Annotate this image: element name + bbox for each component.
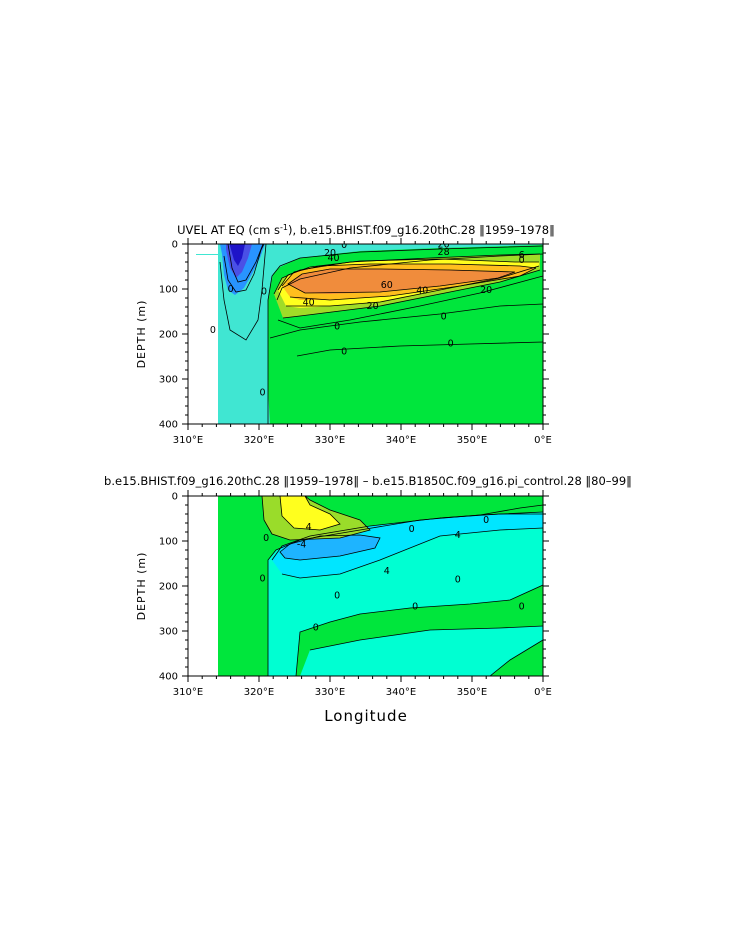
panel-bottom-contour-label: 0 <box>260 574 266 585</box>
panel-bottom-xtick-label: 310°E <box>173 687 203 698</box>
panel-bottom-contour-label: 0 <box>409 524 415 535</box>
panel-bottom-ytick-label: 0 <box>172 492 178 503</box>
panel-top-contour-label: 0 <box>210 325 216 336</box>
panel-bottom-contour-labels: 4 0 0 4 0 -4 0 4 0 0 0 0 0 <box>260 515 525 634</box>
panel-bottom: b.e15.BHIST.f09_g16.20thC.28 ‖1959–1978‖… <box>104 474 632 725</box>
panel-top-contour-label: 60 <box>381 280 393 291</box>
panel-top-ylabel: DEPTH (m) <box>135 300 148 369</box>
panel-top-ytick-label: 0 <box>172 240 178 251</box>
panel-top-ytick-label: 300 <box>159 375 178 386</box>
panel-bottom-ylabel: DEPTH (m) <box>135 552 148 621</box>
panel-top-xtick-label: 330°E <box>315 435 345 446</box>
panel-top-contour-label: 20 <box>480 285 492 296</box>
panel-top: UVEL AT EQ (cm s-1), b.e15.BHIST.f09_g16… <box>135 223 555 446</box>
panel-top-contour-label: 0 <box>341 240 347 251</box>
panel-bottom-xlabel: Longitude <box>324 707 408 725</box>
panel-bottom-contour-label: 0 <box>483 515 489 526</box>
panel-top-contour-label: 0 <box>260 387 266 398</box>
panel-bottom-contour-label: 0 <box>519 602 525 613</box>
panel-bottom-contour-label: 0 <box>455 575 461 586</box>
panel-top-contour-label: 6 <box>519 250 525 261</box>
panel-bottom-plot: 4 0 0 4 0 -4 0 4 0 0 0 0 0 <box>188 496 543 676</box>
panel-bottom-axes: 310°E 320°E 330°E 340°E 350°E 0°E010020030040… <box>159 490 552 698</box>
panel-top-contour-label: 0 <box>441 311 447 322</box>
panel-top-contour-label: 0 <box>341 346 347 357</box>
panel-bottom-xtick-label: 320°E <box>244 687 274 698</box>
panel-top-contour-label: 40 <box>416 286 428 297</box>
panel-bottom-xtick-label: 0°E <box>534 687 552 698</box>
panel-bottom-ytick-label: 100 <box>159 537 178 548</box>
panel-top-contours <box>219 244 543 424</box>
panel-top-contour-label: 0 <box>448 339 454 350</box>
panel-bottom-contour-label: 0 <box>313 623 319 634</box>
panel-bottom-contour-label: 4 <box>455 530 461 541</box>
panel-top-contour-label: 0 <box>228 284 234 295</box>
panel-top-contour-label: 28 <box>438 247 450 258</box>
panel-bottom-xtick-label: 350°E <box>457 687 487 698</box>
panel-top-contour-label: 0 <box>519 255 525 266</box>
panel-top-contour-label: 40 <box>328 253 340 264</box>
panel-top-contour-label: 0 <box>334 322 340 333</box>
panel-top-xtick-label: 0°E <box>534 435 552 446</box>
panel-top-xtick-label: 320°E <box>244 435 274 446</box>
panel-top-ytick-label: 400 <box>159 420 178 431</box>
panel-top-ytick-label: 200 <box>159 330 178 341</box>
panel-top-contour-label: 20 <box>367 301 379 312</box>
panel-top-contour-label: 0 <box>261 287 267 298</box>
panel-top-xtick-label: 340°E <box>386 435 416 446</box>
panel-bottom-contour-label: -4 <box>297 539 306 550</box>
panel-bottom-ytick-label: 300 <box>159 627 178 638</box>
panel-top-xtick-label: 310°E <box>173 435 203 446</box>
panel-bottom-xtick-label: 330°E <box>315 687 345 698</box>
panel-bottom-xtick-label: 340°E <box>386 687 416 698</box>
panel-bottom-title: b.e15.BHIST.f09_g16.20thC.28 ‖1959–1978‖… <box>104 474 632 488</box>
panel-bottom-contour-label: 0 <box>412 602 418 613</box>
panel-top-contour-label: 40 <box>303 297 315 308</box>
panel-top-contour-label: 20 <box>324 248 336 259</box>
panel-top-axes: 310°E 320°E 330°E 340°E 350°E 0°E010020030040… <box>159 238 552 446</box>
panel-top-ytick-label: 100 <box>159 285 178 296</box>
panel-bottom-contour-label: 4 <box>384 566 390 577</box>
panel-bottom-contour-label: 0 <box>334 590 340 601</box>
panel-top-xtick-label: 350°E <box>457 435 487 446</box>
panel-bottom-contour-label: 4 <box>306 522 312 533</box>
panel-bottom-ytick-label: 400 <box>159 672 178 683</box>
panel-bottom-contour-label: 0 <box>263 533 269 544</box>
panel-top-title: UVEL AT EQ (cm s-1), b.e15.BHIST.f09_g16… <box>177 223 555 237</box>
panel-bottom-ytick-label: 200 <box>159 582 178 593</box>
panel-bottom-contours <box>261 496 543 676</box>
panel-top-contour-label: 20 <box>438 239 450 250</box>
